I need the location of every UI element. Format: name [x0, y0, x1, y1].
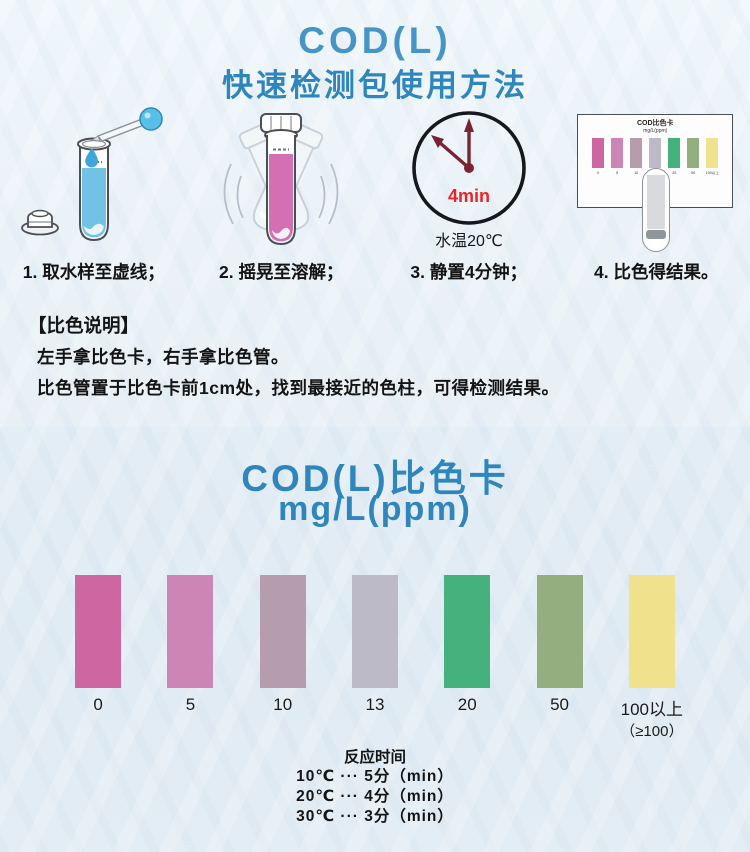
mini-swatch	[611, 138, 624, 168]
mini-swatch	[668, 138, 681, 168]
swatch-column: 13	[329, 575, 421, 741]
test-tube-icon	[76, 137, 111, 242]
clock-minutes-label: 4min	[448, 186, 490, 206]
dropper-icon	[90, 107, 163, 142]
color-swatch	[628, 575, 675, 688]
color-swatch	[259, 575, 306, 688]
color-card-title: COD(L)比色卡	[241, 458, 509, 499]
comparison-tube-fill	[647, 175, 666, 229]
swatch-column: 50	[513, 575, 605, 741]
timer-clock-illustration: 4min 水温20℃	[411, 111, 526, 250]
mini-swatch-label: 100以上	[705, 170, 719, 175]
color-card-compare-illustration: COD比色卡 mg/L(ppm) 0 5 10 13 20 50 100以上	[570, 106, 742, 254]
swatch-label: 13	[365, 695, 385, 714]
swatch-label: 5	[185, 695, 196, 714]
swatch-column: 100以上 （≥100）	[606, 575, 698, 741]
color-card-swatch-row: 0 5 10 13 20 50 100以上 （≥100）	[52, 575, 698, 741]
shake-motion-lines-icon	[223, 163, 339, 225]
mini-swatch	[630, 138, 643, 168]
color-card-unit: mg/L(ppm)	[278, 490, 472, 528]
swatch-column: 10	[237, 575, 329, 741]
mini-swatch-row: 0 5 10 13 20 50 100以上	[578, 138, 732, 176]
color-swatch	[75, 575, 122, 688]
reaction-time-heading: 反应时间	[343, 749, 406, 766]
swatch-sublabel: （≥100）	[620, 723, 684, 740]
mini-swatch-label: 5	[616, 170, 619, 175]
step-3: 4min 水温20℃ 3. 静置4分钟；	[375, 106, 563, 284]
dropper-into-tube-illustration	[20, 107, 163, 242]
swatch-label: 50	[550, 695, 569, 714]
step-1: 1. 取水样至虚线；	[0, 106, 188, 284]
steps-row: 1. 取水样至虚线；	[0, 106, 750, 284]
swatch-label: 10	[273, 695, 293, 714]
swatch-column: 20	[421, 575, 513, 741]
mini-swatch-label: 20	[672, 170, 677, 175]
color-swatch	[444, 575, 491, 688]
page-title-line2: 快速检测包使用方法	[222, 68, 528, 103]
comparison-tube-icon	[642, 168, 671, 252]
mini-swatch	[687, 138, 700, 168]
mini-swatch-label: 10	[634, 170, 639, 175]
step-2-caption: 2. 摇晃至溶解；	[219, 262, 344, 282]
reaction-time-row: 30℃ ··· 3分（min）	[296, 808, 454, 825]
color-swatch	[536, 575, 583, 688]
background-top-section	[0, 0, 750, 427]
step-4: COD比色卡 mg/L(ppm) 0 5 10 13 20 50 100以上	[563, 106, 750, 284]
mini-card-subtitle: mg/L(ppm)	[643, 128, 668, 134]
step-3-caption: 3. 静置4分钟；	[410, 262, 528, 282]
tube-cap-icon	[20, 209, 59, 236]
colorimetric-note-heading: 【比色说明】	[28, 315, 140, 336]
swatch-label: 0	[93, 695, 103, 714]
color-swatch	[167, 575, 214, 688]
mini-card-title: COD比色卡	[636, 120, 674, 127]
swatch-label: 100以上	[620, 700, 684, 719]
page-title-line1: COD(L)	[298, 20, 452, 61]
swatch-column: 0	[52, 575, 144, 741]
mini-swatch	[592, 138, 605, 168]
clock-icon: 4min	[411, 111, 526, 225]
mini-swatch-label: 50	[691, 170, 696, 175]
colorimetric-note: 【比色说明】 左手拿比色卡，右手拿比色管。 比色管置于比色卡前1cm处，找到最接…	[28, 312, 728, 400]
colorimetric-note-line1: 左手拿比色卡，右手拿比色管。	[37, 347, 289, 367]
mini-swatch-label: 0	[597, 170, 600, 175]
mini-swatch	[706, 138, 719, 168]
reaction-time-block: 反应时间 10℃ ··· 5分（min） 20℃ ··· 4分（min） 30℃…	[0, 745, 750, 827]
water-temperature-note: 水温20℃	[435, 232, 503, 250]
swatch-column: 5	[144, 575, 236, 741]
water-drop-icon	[84, 148, 98, 168]
swatch-label: 20	[457, 695, 477, 714]
reaction-time-row: 10℃ ··· 5分（min）	[296, 768, 454, 785]
colorimetric-note-line2: 比色管置于比色卡前1cm处，找到最接近的色柱，可得检测结果。	[37, 378, 560, 398]
step-1-caption: 1. 取水样至虚线；	[22, 262, 165, 282]
reaction-time-row: 20℃ ··· 4分（min）	[296, 788, 454, 805]
pink-tube-icon	[260, 113, 303, 246]
comparison-tube-band	[646, 230, 667, 239]
shaking-tube-illustration	[223, 113, 339, 246]
color-swatch	[351, 575, 398, 688]
step-4-caption: 4. 比色得结果。	[594, 262, 719, 282]
mini-swatch	[649, 138, 662, 168]
step-2: 2. 摇晃至溶解；	[188, 106, 376, 284]
